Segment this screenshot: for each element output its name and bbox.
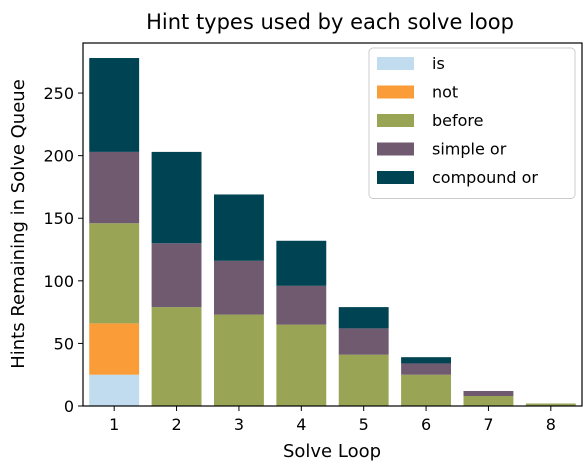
x-axis-ticks: 1 2 3 4 5 6 7 8	[109, 406, 556, 434]
bar-before-loop-4	[276, 325, 326, 406]
legend-swatch-is	[377, 57, 414, 70]
legend-swatch-not	[377, 86, 414, 99]
x-tick-label: 1	[109, 415, 119, 434]
x-tick-label: 8	[546, 415, 556, 434]
legend-label-not: not	[432, 83, 458, 102]
legend-label-simple-or: simple or	[432, 140, 507, 159]
bar-simple-or-loop-7	[463, 391, 513, 396]
legend: is not before simple or compound or	[369, 48, 575, 199]
bar-simple-or-loop-1	[89, 152, 139, 223]
bar-compound-or-loop-2	[152, 152, 202, 243]
bar-not-loop-1	[89, 323, 139, 374]
bar-before-loop-2	[152, 307, 202, 406]
bar-simple-or-loop-5	[339, 328, 389, 354]
x-tick-label: 7	[483, 415, 493, 434]
x-axis-label: Solve Loop	[283, 441, 381, 462]
legend-swatch-compound-or	[377, 171, 414, 184]
legend-label-is: is	[432, 54, 445, 73]
bar-compound-or-loop-5	[339, 307, 389, 328]
legend-swatch-before	[377, 114, 414, 127]
x-tick-label: 3	[234, 415, 244, 434]
y-axis-ticks: 0 50 100 150 200 250	[43, 84, 83, 416]
bar-compound-or-loop-6	[401, 357, 451, 363]
bar-before-loop-7	[463, 396, 513, 406]
bar-simple-or-loop-4	[276, 286, 326, 325]
legend-label-before: before	[432, 111, 484, 130]
bar-compound-or-loop-1	[89, 58, 139, 152]
y-tick-label: 50	[54, 334, 74, 353]
x-tick-label: 5	[359, 415, 369, 434]
bar-before-loop-5	[339, 355, 389, 406]
y-tick-label: 100	[43, 272, 74, 291]
y-tick-label: 150	[43, 209, 74, 228]
chart-title: Hint types used by each solve loop	[146, 10, 514, 34]
bar-before-loop-6	[401, 375, 451, 406]
bar-compound-or-loop-4	[276, 241, 326, 286]
legend-swatch-simple-or	[377, 143, 414, 156]
y-tick-label: 0	[64, 397, 74, 416]
bar-simple-or-loop-3	[214, 261, 264, 315]
bar-simple-or-loop-6	[401, 363, 451, 374]
bar-before-loop-1	[89, 223, 139, 323]
legend-label-compound-or: compound or	[432, 168, 538, 187]
x-tick-label: 2	[171, 415, 181, 434]
y-tick-label: 250	[43, 84, 74, 103]
bar-before-loop-3	[214, 315, 264, 406]
bar-simple-or-loop-2	[152, 243, 202, 307]
y-tick-label: 200	[43, 147, 74, 166]
bar-compound-or-loop-3	[214, 194, 264, 260]
x-tick-label: 4	[296, 415, 306, 434]
bar-is-loop-1	[89, 375, 139, 406]
x-tick-label: 6	[421, 415, 431, 434]
y-axis-label: Hints Remaining in Solve Queue	[8, 79, 29, 369]
